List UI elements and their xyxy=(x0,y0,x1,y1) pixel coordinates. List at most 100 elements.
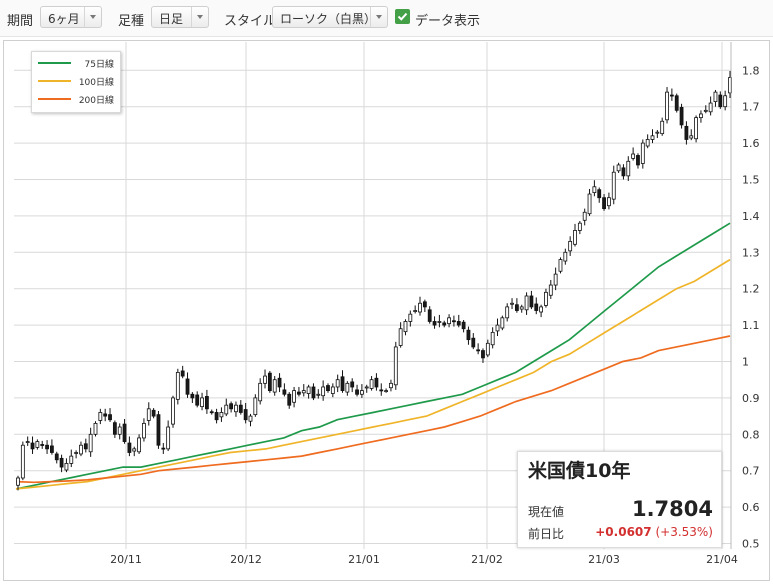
candle-body xyxy=(35,441,40,448)
candle-body xyxy=(253,397,258,416)
chevron-down-icon xyxy=(370,7,387,27)
toolbar: 期間 6ヶ月 足種 日足 スタイル ローソク（白黒） データ表示 xyxy=(0,0,773,37)
x-tick-label: 21/01 xyxy=(348,553,380,566)
candle-body xyxy=(728,77,732,94)
candle-body xyxy=(519,306,524,310)
ashi-select[interactable]: 日足 xyxy=(151,6,209,28)
candle-body xyxy=(442,322,447,326)
candle-body xyxy=(389,382,393,389)
candle-body xyxy=(297,391,301,395)
candle-body xyxy=(684,125,689,140)
candle-body xyxy=(602,197,606,210)
candle-body xyxy=(180,370,185,377)
candle-body xyxy=(398,328,403,346)
candles xyxy=(16,71,732,491)
style-label: スタイル xyxy=(224,14,277,29)
candle-body xyxy=(379,389,384,392)
candle-body xyxy=(548,284,553,296)
candle-body xyxy=(316,393,321,396)
candle-body xyxy=(292,390,296,403)
candle-body xyxy=(287,393,292,406)
y-tick-label: 0.9 xyxy=(742,392,760,405)
candle-body xyxy=(674,95,679,111)
current-price: 1.7804 xyxy=(631,497,713,521)
change-label: 前日比 xyxy=(528,527,565,541)
candle-body xyxy=(718,94,723,108)
candle-body xyxy=(224,404,229,415)
y-tick-label: 1.2 xyxy=(742,283,760,296)
candle-body xyxy=(553,273,558,286)
candle-body xyxy=(539,306,544,313)
candle-body xyxy=(597,189,602,199)
y-tick-label: 1.3 xyxy=(742,246,760,259)
candle-body xyxy=(345,382,350,393)
candle-body xyxy=(282,389,287,395)
candle-body xyxy=(476,349,481,352)
candle-body xyxy=(592,186,597,194)
candle-body xyxy=(359,390,364,395)
candle-body xyxy=(529,295,534,308)
data-display-checkbox[interactable] xyxy=(395,9,410,24)
style-select[interactable]: ローソク（白黒） xyxy=(272,6,388,28)
candle-body xyxy=(234,404,238,413)
candle-body xyxy=(137,437,141,453)
y-tick-label: 0.7 xyxy=(742,465,760,478)
period-label: 期間 xyxy=(7,14,34,29)
candle-body xyxy=(50,445,54,453)
candle-body xyxy=(471,337,476,348)
candle-body xyxy=(311,386,316,399)
candle-body xyxy=(544,291,548,306)
candle-body xyxy=(98,412,103,421)
candle-body xyxy=(393,346,398,386)
period-select-value: 6ヶ月 xyxy=(48,12,80,26)
candle-body xyxy=(209,411,214,414)
candle-body xyxy=(229,403,234,410)
change-value: +0.0607 xyxy=(595,525,652,539)
candle-body xyxy=(514,304,519,311)
candle-body xyxy=(461,321,466,330)
quote-info-box: 米国債10年 現在値 1.7804 前日比 +0.0607 (+3.53%) xyxy=(517,451,722,548)
candle-body xyxy=(495,324,500,332)
y-tick-label: 1.1 xyxy=(742,319,760,332)
price-change: +0.0607 (+3.53%) xyxy=(595,525,713,539)
candle-body xyxy=(607,197,611,207)
candle-body xyxy=(384,390,389,393)
y-tick-label: 1.7 xyxy=(742,101,760,114)
y-tick-label: 0.5 xyxy=(742,538,760,551)
candle-body xyxy=(277,377,282,388)
legend-label: 75日線 xyxy=(84,60,114,70)
y-tick-label: 1.5 xyxy=(742,174,760,187)
chevron-down-icon xyxy=(84,7,101,27)
y-tick-label: 0.8 xyxy=(742,428,760,441)
candle-body xyxy=(665,91,669,121)
candle-body xyxy=(703,109,708,112)
candle-body xyxy=(30,442,35,450)
candle-body xyxy=(306,386,311,394)
candle-body xyxy=(481,350,485,359)
legend-swatch xyxy=(38,98,71,100)
candle-body xyxy=(132,448,137,452)
y-tick-label: 0.6 xyxy=(742,501,760,514)
axes: 0.5 0.6 0.7 0.8 0.9 1 1.1 1.2 1.3 1.4 1.5 1.6 1.7 1.8… xyxy=(110,42,760,566)
y-tick-label: 1.4 xyxy=(742,210,760,223)
candle-body xyxy=(45,444,49,450)
candle-body xyxy=(631,153,636,159)
candle-body xyxy=(103,413,108,417)
candle-body xyxy=(238,404,243,413)
legend-label: 100日線 xyxy=(78,78,114,88)
candle-body xyxy=(660,120,665,135)
ashi-label: 足種 xyxy=(118,14,145,29)
candle-body xyxy=(403,321,408,333)
candle-body xyxy=(127,442,132,453)
data-display-label: データ表示 xyxy=(415,14,481,29)
period-select[interactable]: 6ヶ月 xyxy=(40,6,102,28)
candle-body xyxy=(326,385,330,392)
candle-body xyxy=(466,329,471,341)
instrument-title: 米国債10年 xyxy=(528,460,631,482)
candle-body xyxy=(699,113,703,119)
candle-body xyxy=(616,164,621,172)
candle-body xyxy=(577,222,582,231)
candle-body xyxy=(432,321,437,326)
candle-body xyxy=(413,310,418,312)
candle-body xyxy=(243,409,248,421)
